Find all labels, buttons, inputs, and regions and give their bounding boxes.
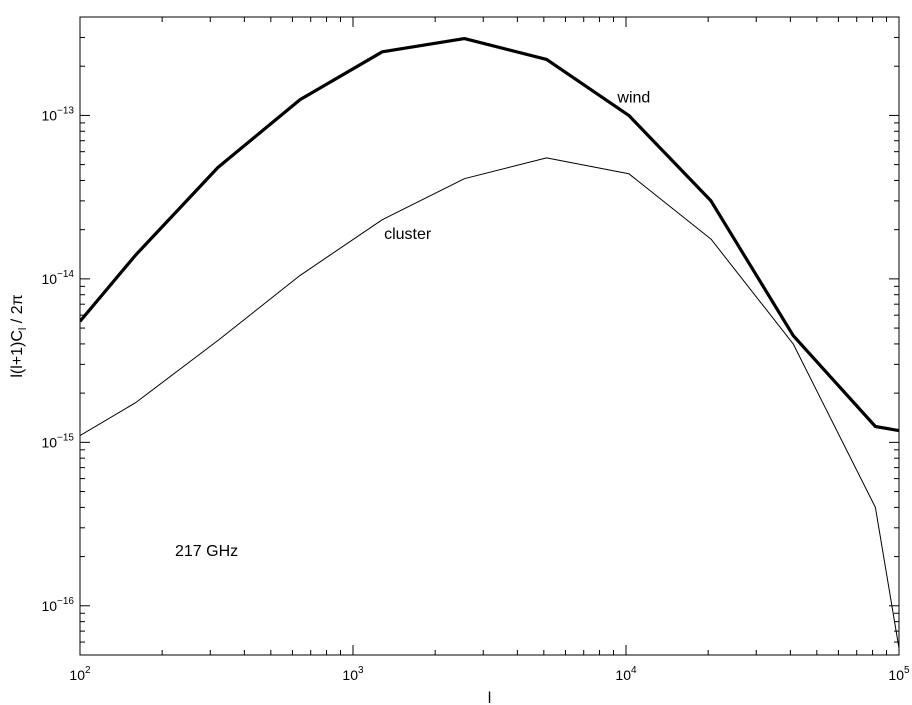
series-line-cluster [80, 157, 899, 649]
series-line-wind [80, 36, 899, 433]
y-axis-label-main: l(l+1)C [9, 330, 26, 378]
x-tick-label: 102 [69, 665, 91, 683]
x-tick-label: 104 [615, 665, 637, 683]
series-label-wind: wind [616, 89, 650, 106]
series-label-cluster: cluster [384, 226, 432, 243]
y-tick-label: 10−15 [41, 432, 74, 450]
plot-frame [79, 16, 900, 656]
y-axis-label: l(l+1)Cl / 2π [9, 294, 29, 377]
series-lines [80, 36, 899, 649]
y-tick-label: 10−14 [41, 269, 74, 287]
x-axis-label: l [488, 690, 492, 705]
x-axis-ticks: 102 103 104 105 [69, 17, 910, 683]
frequency-annotation: 217 GHz [175, 543, 238, 560]
series-labels: wind cluster [384, 89, 650, 243]
x-tick-label: 103 [342, 665, 364, 683]
y-axis-label-tail: / 2π [9, 294, 26, 327]
y-axis-label-sub: l [17, 328, 29, 330]
y-tick-label: 10−16 [41, 596, 74, 614]
y-axis-ticks: 10−16 10−15 10−14 10−13 [41, 16, 899, 656]
y-tick-label: 10−13 [41, 105, 74, 123]
x-tick-label: 105 [888, 665, 910, 683]
